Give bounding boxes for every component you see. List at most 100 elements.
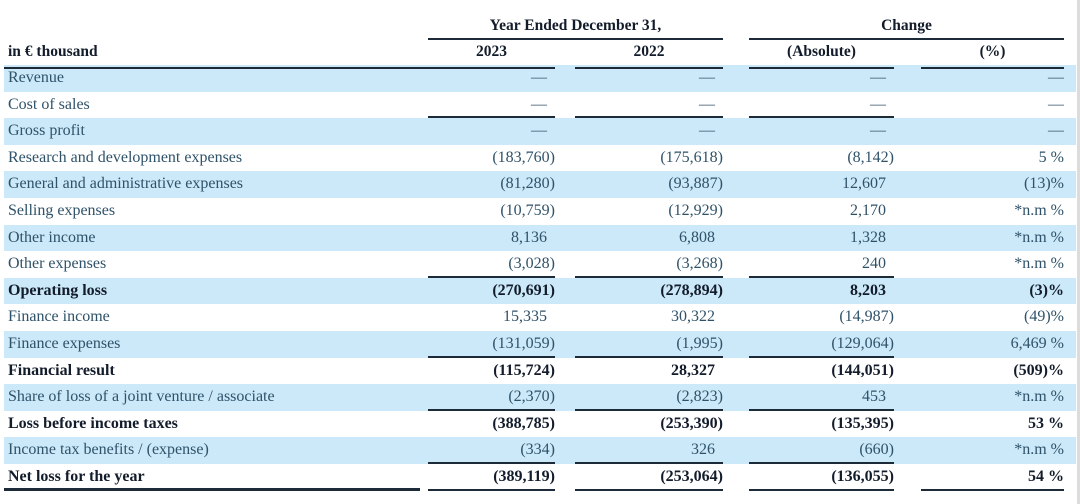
value-2022: — [699, 69, 715, 86]
spacer [555, 198, 575, 225]
value-2022: (175,618) [660, 148, 723, 166]
row-label: Finance expenses [8, 334, 121, 352]
spacer [555, 464, 575, 491]
spacer [420, 411, 428, 438]
value-2022: (253,064) [575, 464, 723, 491]
value-change-absolute: (14,987) [839, 308, 894, 326]
spacer [723, 304, 749, 331]
value-change-percent: 54 % [921, 464, 1064, 491]
value-change-absolute: (129,064) [749, 331, 894, 358]
table-row: Finance expenses (131,059) (1,995) (129,… [4, 330, 1076, 358]
table-row: General and administrative expenses (81,… [4, 171, 1076, 198]
spacer [723, 118, 749, 145]
spacer [1064, 331, 1076, 358]
spacer [894, 278, 921, 305]
value-2022: (93,887) [668, 175, 723, 193]
table-row: Share of loss of a joint venture / assoc… [4, 384, 1076, 411]
table-row: Finance income 15,335 30,322 (14,987) (4… [4, 304, 1076, 331]
spacer [555, 304, 575, 331]
value-2022: (278,894) [660, 281, 723, 299]
table-row: Research and development expenses (183,7… [4, 145, 1076, 172]
value-2022: — [575, 92, 723, 119]
value-2022: 6,808 [679, 228, 715, 246]
column-header-2022: 2022 [575, 37, 723, 69]
value-change-absolute: — [870, 122, 886, 140]
spacer [723, 278, 749, 305]
spacer [420, 13, 428, 40]
value-2022: 326 [575, 437, 723, 464]
spacer [555, 118, 575, 145]
table-row: Net loss for the year (389,119) (253,064… [4, 464, 1076, 491]
value-2023: (115,724) [493, 361, 555, 379]
group-header-change: Change [749, 13, 1064, 40]
spacer [420, 331, 428, 358]
value-change-percent: *n.m % [1014, 441, 1064, 459]
value-2023: (388,785) [492, 414, 555, 432]
column-header-2023: 2023 [428, 37, 555, 69]
row-label: Financial result [8, 361, 115, 379]
value-change-absolute: (144,051) [831, 361, 894, 379]
spacer [723, 358, 749, 385]
spacer [420, 464, 428, 491]
table-row: Gross profit — — — — [4, 118, 1076, 145]
value-2023: (2,370) [428, 384, 555, 411]
value-change-absolute: 8,203 [850, 281, 886, 299]
spacer [894, 411, 921, 438]
income-statement-table: Year Ended December 31, Change in € thou… [4, 13, 1076, 491]
value-change-absolute: (660) [749, 437, 894, 464]
value-2022: (2,823) [575, 384, 723, 411]
row-label: Share of loss of a joint venture / assoc… [8, 388, 275, 406]
table-row: Revenue — — — — [4, 65, 1076, 92]
row-label: Revenue [8, 69, 64, 86]
spacer [894, 118, 921, 145]
group-header-year-ended: Year Ended December 31, [428, 13, 723, 40]
value-change-absolute: 12,607 [842, 175, 886, 193]
spacer [1064, 437, 1076, 464]
row-label: Cost of sales [8, 95, 90, 113]
spacer [894, 171, 921, 198]
spacer [894, 358, 921, 385]
value-change-absolute: — [749, 92, 894, 119]
spacer [420, 37, 428, 69]
row-label: Net loss for the year [4, 464, 420, 491]
spacer [1064, 278, 1076, 305]
value-change-percent: — [1048, 95, 1064, 113]
spacer [4, 13, 420, 40]
value-change-absolute: 1,328 [850, 228, 886, 246]
spacer [894, 65, 921, 92]
spacer [894, 464, 921, 491]
spacer [1064, 384, 1076, 411]
table-row: Operating loss (270,691) (278,894) 8,203… [4, 277, 1076, 305]
value-change-absolute: — [870, 69, 886, 86]
value-change-percent: *n.m % [1014, 255, 1064, 273]
spacer [1064, 13, 1076, 40]
row-label: General and administrative expenses [8, 175, 244, 193]
value-2022: (12,929) [668, 201, 723, 219]
spacer [555, 437, 575, 464]
spacer [894, 92, 921, 119]
spacer [555, 411, 575, 438]
value-2023: — [428, 92, 555, 119]
spacer [723, 437, 749, 464]
value-2023: 8,136 [511, 228, 547, 246]
table-row: Other expenses (3,028) (3,268) 240 *n.m … [4, 251, 1076, 278]
spacer [420, 145, 428, 172]
spacer [723, 251, 749, 278]
value-change-percent: — [1048, 69, 1064, 86]
row-label: Research and development expenses [8, 148, 243, 166]
spacer [1064, 464, 1076, 491]
value-change-absolute: (136,055) [749, 464, 894, 491]
row-label: Loss before income taxes [8, 414, 178, 432]
table-row: Selling expenses (10,759) (12,929) 2,170… [4, 198, 1076, 225]
value-change-percent: *n.m % [1014, 388, 1064, 406]
spacer [420, 251, 428, 278]
value-2023: (334) [428, 437, 555, 464]
value-change-percent: 5 % [1038, 148, 1064, 166]
spacer [1064, 358, 1076, 385]
row-label: Other income [8, 228, 96, 246]
value-change-percent: (509)% [1013, 361, 1064, 379]
spacer [1064, 171, 1076, 198]
value-2022: — [699, 122, 715, 140]
spacer [420, 65, 428, 92]
spacer [1064, 92, 1076, 119]
